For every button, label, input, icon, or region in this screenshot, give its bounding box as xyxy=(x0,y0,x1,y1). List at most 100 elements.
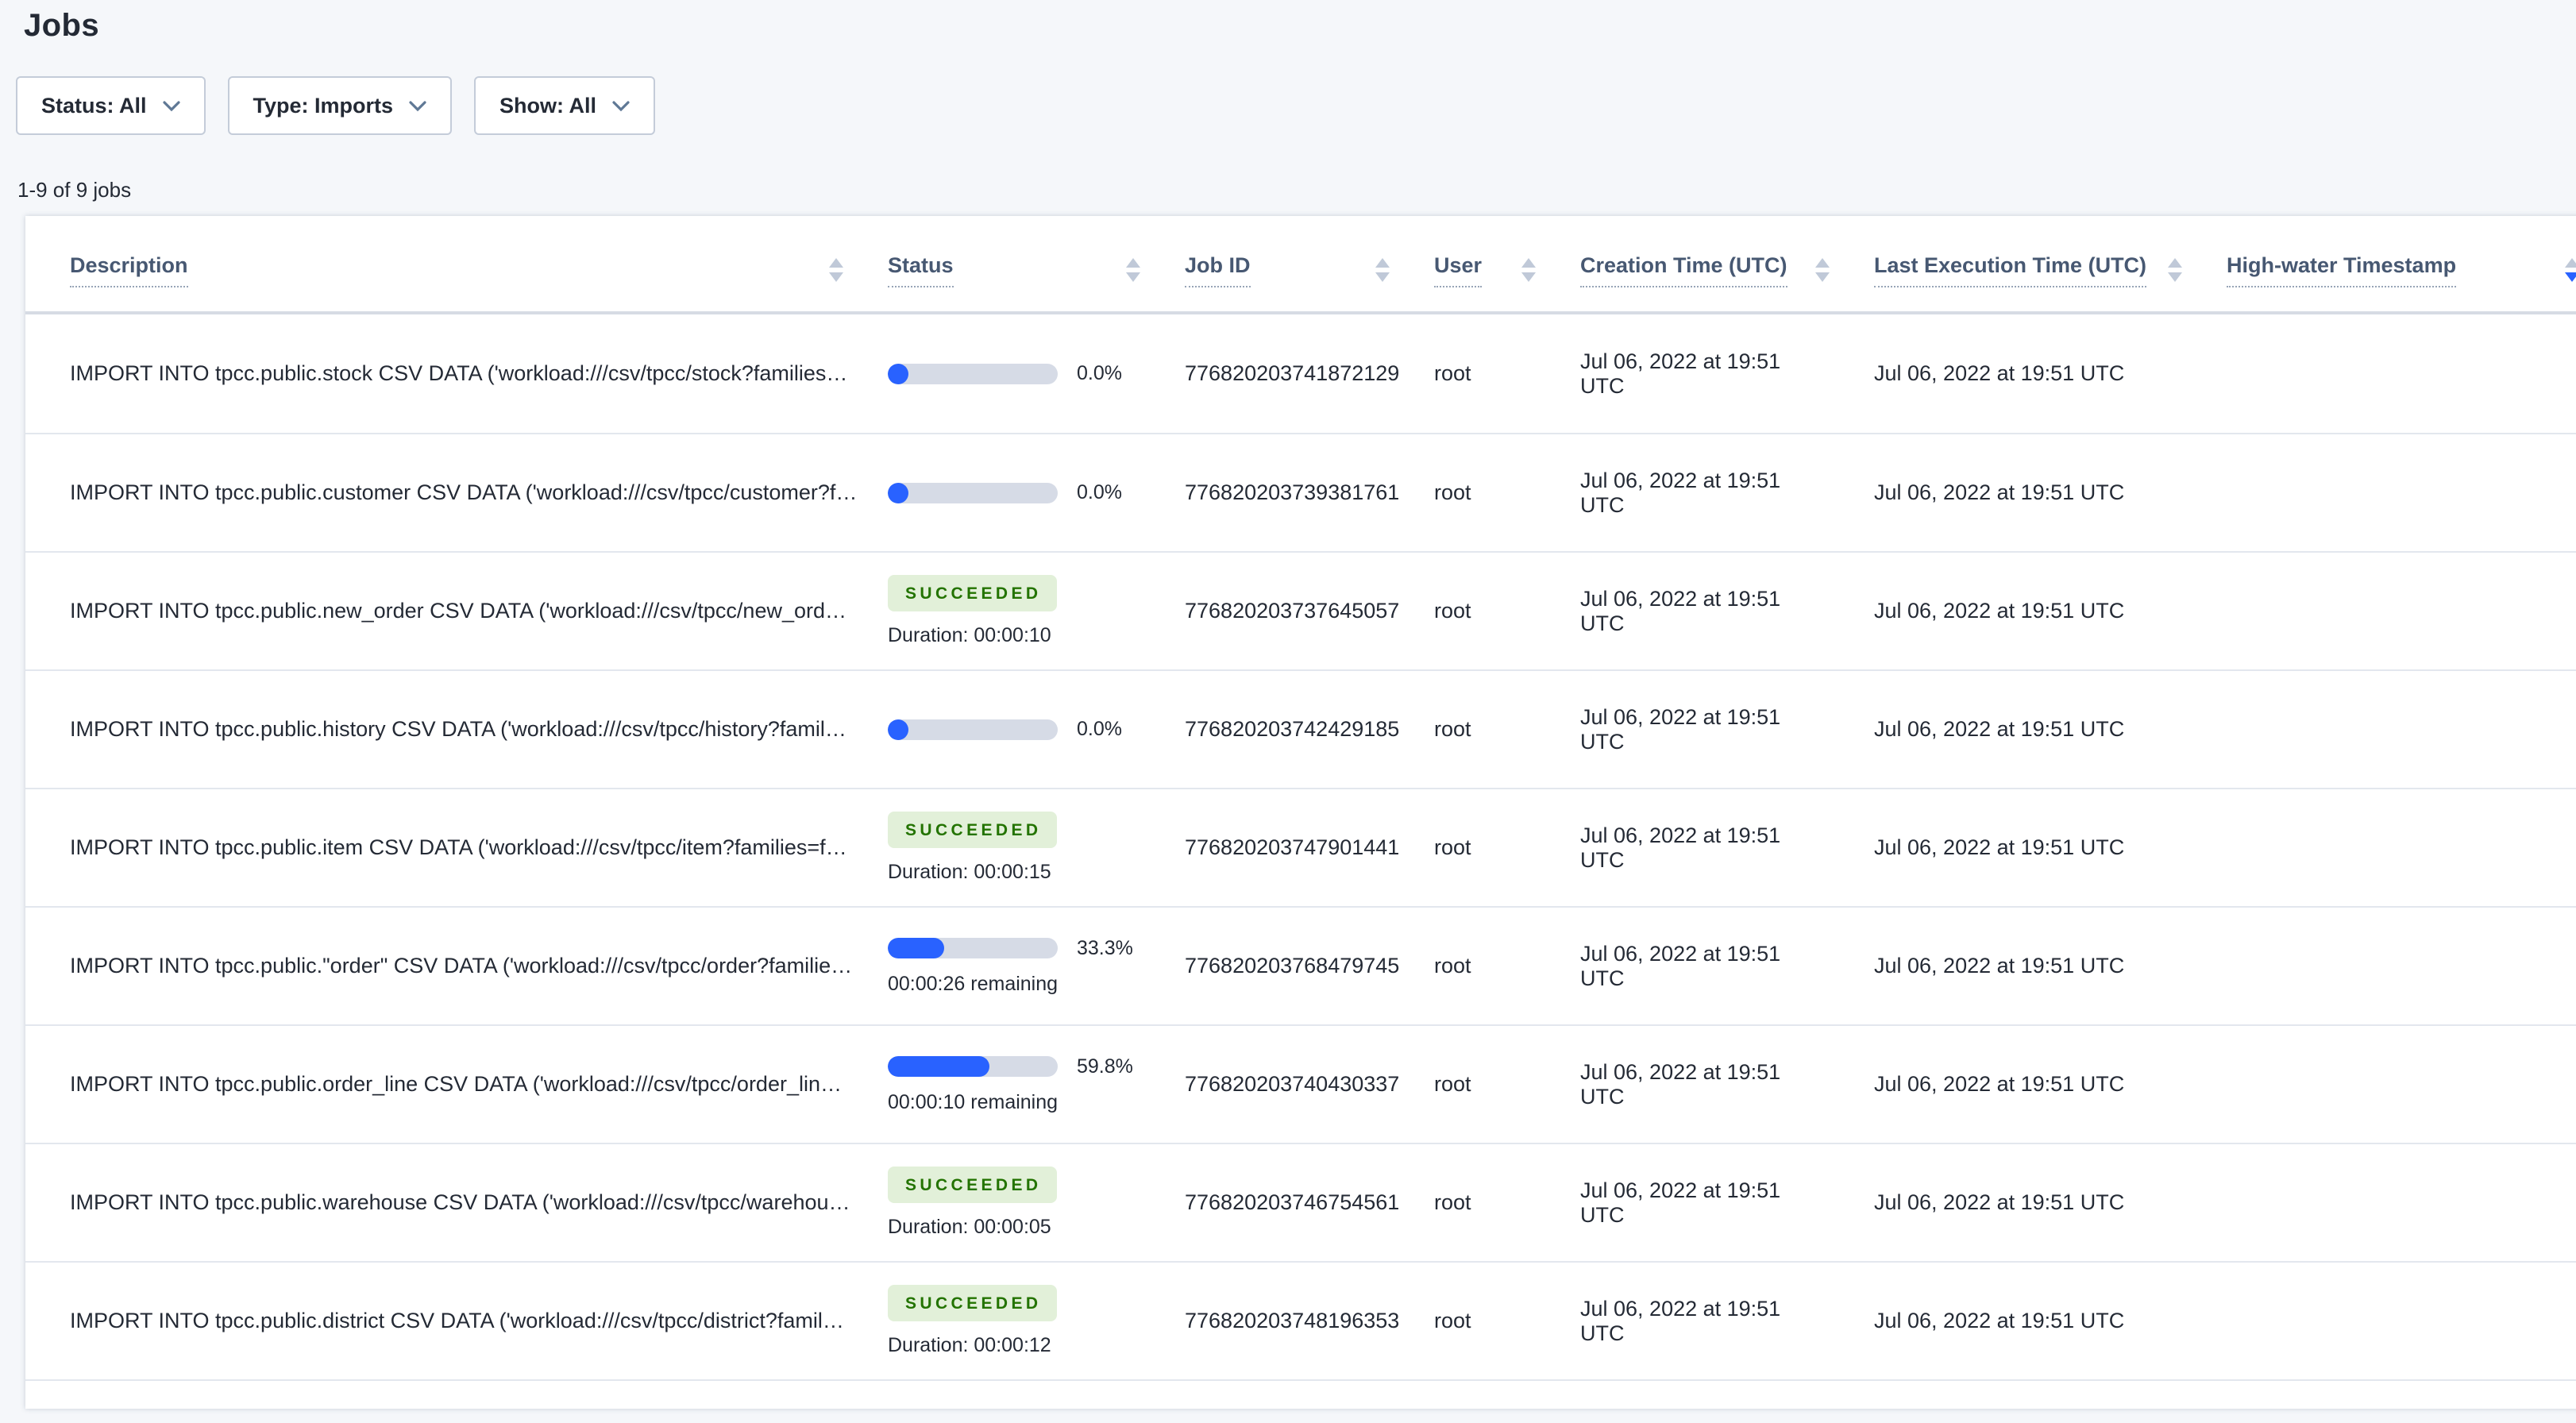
job-status-succeeded: SUCCEEDED Duration: 00:00:15 xyxy=(888,812,1140,884)
status-badge: SUCCEEDED xyxy=(888,575,1058,611)
sort-icon xyxy=(829,258,843,282)
column-header-description[interactable]: Description xyxy=(70,253,888,287)
job-status-cell: 59.8% 00:00:10 remaining xyxy=(888,1055,1185,1114)
job-description-link[interactable]: IMPORT INTO tpcc.public.item CSV DATA ('… xyxy=(70,835,847,859)
column-header-user[interactable]: User xyxy=(1434,253,1580,287)
job-user: root xyxy=(1434,480,1471,504)
job-description-link[interactable]: IMPORT INTO tpcc.public."order" CSV DATA… xyxy=(70,954,853,978)
table-row: IMPORT INTO tpcc.public.district CSV DAT… xyxy=(25,1261,2576,1379)
job-user: root xyxy=(1434,1072,1471,1096)
duration-label: Duration: 00:00:15 xyxy=(888,861,1051,883)
chevron-down-icon xyxy=(162,101,180,112)
job-description-link[interactable]: IMPORT INTO tpcc.public.customer CSV DAT… xyxy=(70,480,858,504)
progress-bar-track xyxy=(888,719,1058,740)
column-header-creation-time[interactable]: Creation Time (UTC) xyxy=(1580,253,1874,287)
duration-label: Duration: 00:00:05 xyxy=(888,1216,1051,1238)
table-row: IMPORT INTO tpcc.public.new_order CSV DA… xyxy=(25,551,2576,669)
type-filter-label: Type: Imports xyxy=(253,93,394,118)
column-header-high-water-timestamp[interactable]: High-water Timestamp xyxy=(2227,253,2576,287)
column-header-job-id[interactable]: Job ID xyxy=(1185,253,1434,287)
creation-time: Jul 06, 2022 at 19:51 UTC xyxy=(1580,823,1781,872)
job-user: root xyxy=(1434,1309,1471,1332)
last-execution-time: Jul 06, 2022 at 19:51 UTC xyxy=(1874,1190,2125,1214)
job-status-cell: 33.3% 00:00:26 remaining xyxy=(888,937,1185,996)
progress-bar-fill xyxy=(888,363,908,384)
job-user: root xyxy=(1434,954,1471,978)
job-description-link[interactable]: IMPORT INTO tpcc.public.history CSV DATA… xyxy=(70,717,846,741)
job-description-link[interactable]: IMPORT INTO tpcc.public.stock CSV DATA (… xyxy=(70,361,848,385)
creation-time: Jul 06, 2022 at 19:51 UTC xyxy=(1580,1296,1781,1345)
job-status-cell: 0.0% xyxy=(888,362,1185,385)
sort-icon xyxy=(1521,258,1536,282)
job-progress: 59.8% 00:00:10 remaining xyxy=(888,1055,1140,1114)
column-header-last-execution-time[interactable]: Last Execution Time (UTC) xyxy=(1874,253,2227,287)
job-status-cell: SUCCEEDED Duration: 00:00:10 xyxy=(888,575,1185,647)
progress-percent: 0.0% xyxy=(1077,481,1122,503)
job-id: 776820203739381761 xyxy=(1185,480,1400,504)
table-row: IMPORT INTO tpcc.public.warehouse CSV DA… xyxy=(25,1143,2576,1261)
jobs-count: 1-9 of 9 jobs xyxy=(17,178,132,202)
table-body: IMPORT INTO tpcc.public.stock CSV DATA (… xyxy=(25,314,2576,1381)
progress-bar-fill xyxy=(888,938,945,958)
creation-time: Jul 06, 2022 at 19:51 UTC xyxy=(1580,468,1781,517)
job-description-link[interactable]: IMPORT INTO tpcc.public.district CSV DAT… xyxy=(70,1309,844,1332)
time-remaining-label: 00:00:10 remaining xyxy=(888,1090,1059,1113)
creation-time: Jul 06, 2022 at 19:51 UTC xyxy=(1580,704,1781,754)
job-description-link[interactable]: IMPORT INTO tpcc.public.order_line CSV D… xyxy=(70,1072,842,1096)
chevron-down-icon xyxy=(409,101,426,112)
progress-percent: 0.0% xyxy=(1077,362,1122,384)
job-status-succeeded: SUCCEEDED Duration: 00:00:05 xyxy=(888,1167,1140,1239)
job-progress: 0.0% xyxy=(888,362,1140,385)
page-title: Jobs xyxy=(24,8,99,43)
job-user: root xyxy=(1434,835,1471,859)
status-badge: SUCCEEDED xyxy=(888,812,1058,848)
progress-percent: 59.8% xyxy=(1077,1055,1133,1078)
job-description-link[interactable]: IMPORT INTO tpcc.public.new_order CSV DA… xyxy=(70,599,846,623)
table-header-row: Description Status Job ID User Creation … xyxy=(25,216,2576,314)
job-status-succeeded: SUCCEEDED Duration: 00:00:10 xyxy=(888,575,1140,647)
job-progress: 0.0% xyxy=(888,718,1140,741)
time-remaining-label: 00:00:26 remaining xyxy=(888,972,1059,995)
last-execution-time: Jul 06, 2022 at 19:51 UTC xyxy=(1874,1072,2125,1096)
job-progress: 33.3% 00:00:26 remaining xyxy=(888,937,1140,996)
job-id: 776820203737645057 xyxy=(1185,599,1400,623)
job-description-link[interactable]: IMPORT INTO tpcc.public.warehouse CSV DA… xyxy=(70,1190,850,1214)
last-execution-time: Jul 06, 2022 at 19:51 UTC xyxy=(1874,1309,2125,1332)
status-filter-dropdown[interactable]: Status: All xyxy=(16,76,206,135)
last-execution-time: Jul 06, 2022 at 19:51 UTC xyxy=(1874,835,2125,859)
sort-icon xyxy=(1375,258,1390,282)
creation-time: Jul 06, 2022 at 19:51 UTC xyxy=(1580,1059,1781,1109)
jobs-table-card: Description Status Job ID User Creation … xyxy=(25,216,2576,1409)
duration-label: Duration: 00:00:12 xyxy=(888,1334,1051,1356)
job-id: 776820203741872129 xyxy=(1185,361,1400,385)
job-status-cell: SUCCEEDED Duration: 00:00:15 xyxy=(888,812,1185,884)
last-execution-time: Jul 06, 2022 at 19:51 UTC xyxy=(1874,717,2125,741)
table-row: IMPORT INTO tpcc.public.history CSV DATA… xyxy=(25,669,2576,788)
job-status-cell: 0.0% xyxy=(888,718,1185,741)
type-filter-dropdown[interactable]: Type: Imports xyxy=(227,76,453,135)
job-id: 776820203742429185 xyxy=(1185,717,1400,741)
progress-bar-track xyxy=(888,363,1058,384)
job-user: root xyxy=(1434,717,1471,741)
job-user: root xyxy=(1434,599,1471,623)
last-execution-time: Jul 06, 2022 at 19:51 UTC xyxy=(1874,480,2125,504)
show-filter-dropdown[interactable]: Show: All xyxy=(474,76,656,135)
progress-bar-track xyxy=(888,938,1058,958)
progress-bar-fill xyxy=(888,1056,989,1077)
job-id: 776820203740430337 xyxy=(1185,1072,1400,1096)
table-row: IMPORT INTO tpcc.public.order_line CSV D… xyxy=(25,1024,2576,1143)
status-badge: SUCCEEDED xyxy=(888,1285,1058,1321)
column-header-status[interactable]: Status xyxy=(888,253,1185,287)
table-row: IMPORT INTO tpcc.public.customer CSV DAT… xyxy=(25,433,2576,551)
progress-bar-track xyxy=(888,1056,1058,1077)
chevron-down-icon xyxy=(612,101,630,112)
progress-percent: 33.3% xyxy=(1077,936,1133,959)
sort-icon xyxy=(2168,258,2182,282)
last-execution-time: Jul 06, 2022 at 19:51 UTC xyxy=(1874,954,2125,978)
filter-bar: Status: All Type: Imports Show: All xyxy=(16,76,656,135)
table-row: IMPORT INTO tpcc.public.stock CSV DATA (… xyxy=(25,314,2576,433)
last-execution-time: Jul 06, 2022 at 19:51 UTC xyxy=(1874,599,2125,623)
progress-percent: 0.0% xyxy=(1077,718,1122,740)
status-badge: SUCCEEDED xyxy=(888,1167,1058,1203)
